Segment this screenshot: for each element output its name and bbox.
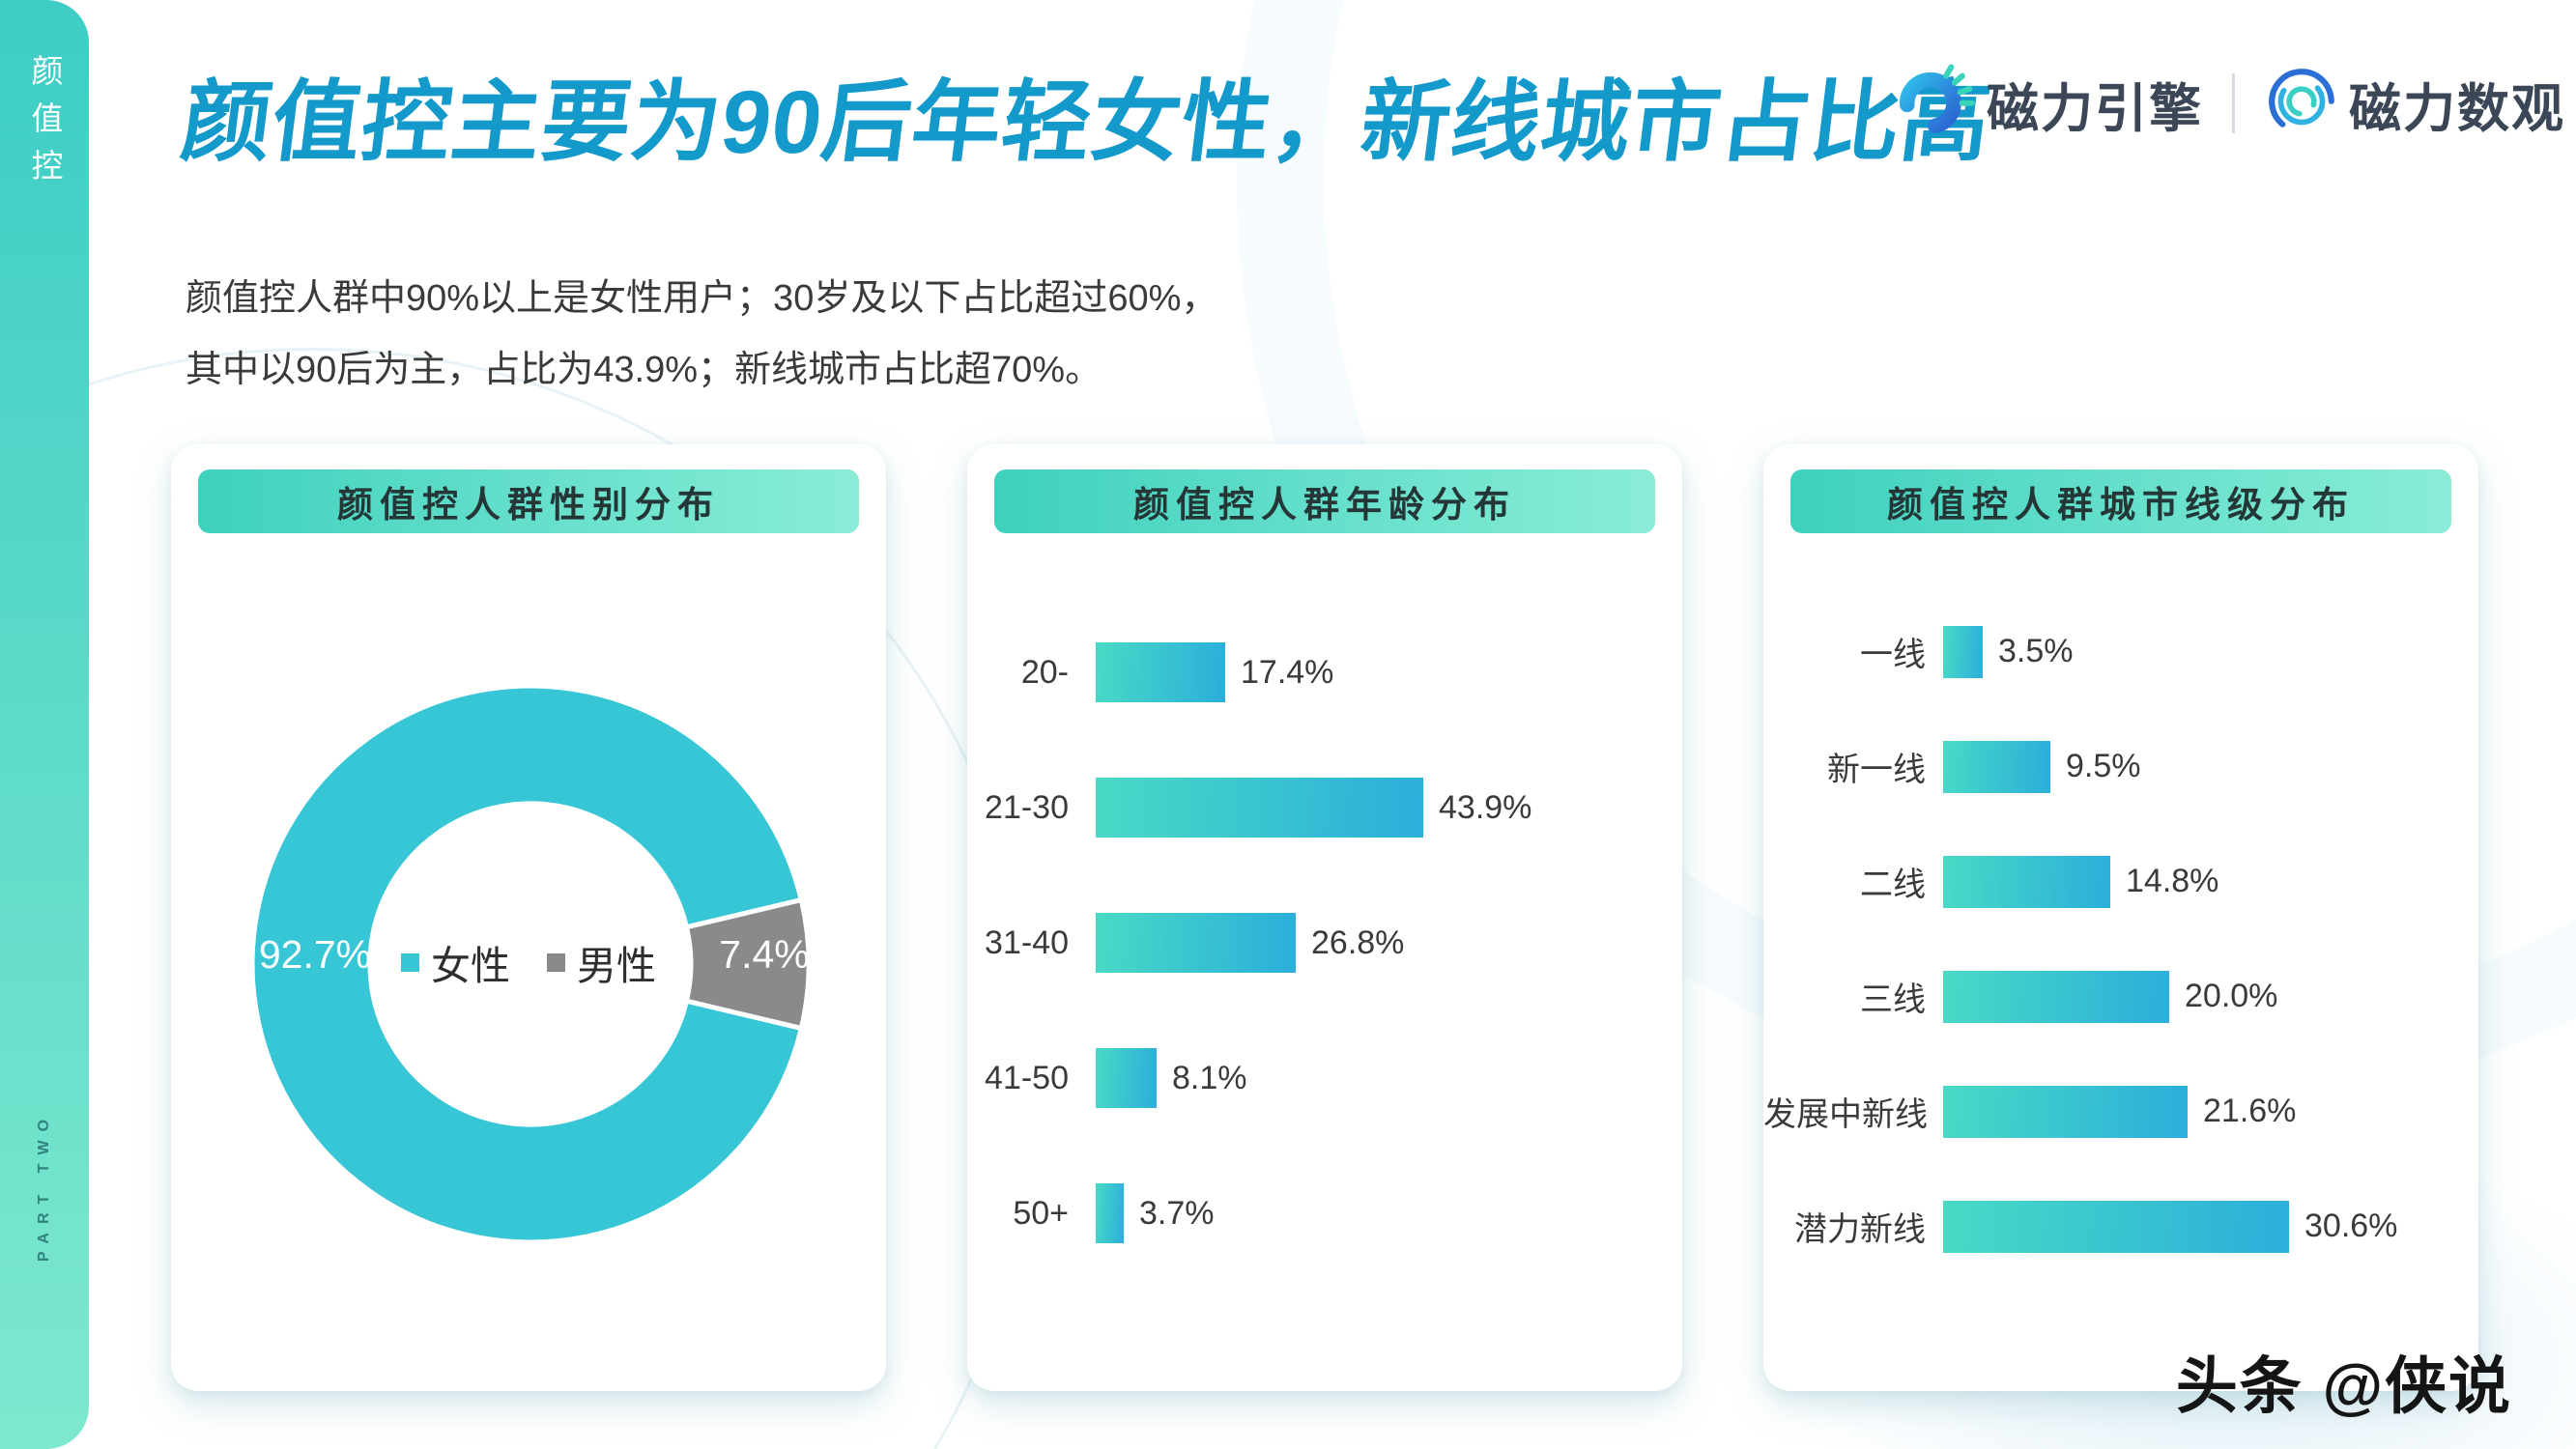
age-bar-chart: 20- 17.4% 21-30 43.9% 31-40 26.8% 41-50 8.1% 50+… [967, 605, 1682, 1281]
card-city-tier-distribution: 颜值控人群城市线级分布 一线 3.5% 新一线 9.5% 二线 14.8% 三线 20.0% 发… [1763, 444, 2478, 1391]
logo-cili-shuguan: 磁力数观 [2264, 64, 2565, 144]
legend-label-female: 女性 [431, 944, 510, 988]
donut-value-male: 7.4% [719, 932, 810, 977]
watermark-text: 头条 @侠说 [2175, 1351, 2512, 1421]
bar-category-label: 二线 [1860, 867, 1926, 903]
side-tab-title: 颜值控 [27, 54, 63, 196]
bar-value-label: 17.4% [1241, 653, 1334, 691]
bar [1943, 625, 1983, 678]
bar-row: 一线 3.5% [1763, 594, 2478, 709]
bar-row: 20- 17.4% [967, 605, 1682, 740]
bar-row: 二线 14.8% [1763, 824, 2478, 939]
bar [1943, 855, 2110, 908]
summary-line-1: 颜值控人群中90%以上是女性用户；30岁及以下占比超过60%， [186, 278, 1218, 319]
donut-svg [249, 683, 812, 1245]
bar-category-label: 41-50 [985, 1059, 1069, 1096]
summary-line-2: 其中以90后为主，占比为43.9%；新线城市占比超70%。 [186, 350, 1102, 390]
bar-category-label: 50+ [1013, 1194, 1069, 1232]
card-age-title: 颜值控人群年龄分布 [994, 469, 1655, 533]
bar-row: 21-30 43.9% [967, 740, 1682, 875]
bar-category-label: 31-40 [985, 923, 1069, 961]
bar [1943, 1085, 2188, 1138]
logo-divider [2232, 73, 2235, 133]
legend-label-male: 男性 [577, 944, 656, 988]
donut-slice-male [684, 897, 812, 1031]
card-city-title: 颜值控人群城市线级分布 [1790, 469, 2451, 533]
bar-row: 潜力新线 30.6% [1763, 1169, 2478, 1284]
donut-value-female: 92.7% [258, 932, 372, 977]
cili-engine-icon [1894, 60, 1977, 148]
bar-value-label: 8.1% [1172, 1059, 1247, 1096]
legend-swatch-female [401, 952, 419, 972]
logo-cili-engine: 磁力引擎 [1894, 60, 2203, 148]
bar-row: 50+ 3.7% [967, 1146, 1682, 1281]
bar-value-label: 21.6% [2203, 1093, 2297, 1129]
bar-value-label: 20.0% [2185, 978, 2278, 1014]
bar-value-label: 3.7% [1139, 1194, 1215, 1232]
bar [1943, 1200, 2289, 1253]
cili-shuguan-icon [2264, 64, 2339, 144]
charts-row: 颜值控人群性别分布 92.7% 7.4% 女性 男性 颜值控人群年龄分布 20-… [171, 444, 2478, 1391]
bar-value-label: 9.5% [2066, 748, 2141, 784]
bar [1943, 740, 2050, 793]
bar-category-label: 发展中新线 [1763, 1096, 1928, 1133]
donut-legend: 女性 男性 [171, 933, 886, 991]
donut-slice-female [249, 683, 804, 1245]
bar-category-label: 三线 [1860, 981, 1926, 1018]
legend-swatch-male [547, 952, 565, 972]
bar [1096, 778, 1423, 838]
bar-row: 41-50 8.1% [967, 1010, 1682, 1146]
bar [1096, 1048, 1157, 1108]
brand-logos: 磁力引擎 磁力数观 [1894, 60, 2565, 147]
summary-text: 颜值控人群中90%以上是女性用户；30岁及以下占比超过60%， 其中以90后为主… [186, 263, 1217, 406]
bar [1943, 970, 2169, 1023]
page-title: 颜值控主要为90后年轻女性，新线城市占比高 [176, 73, 1997, 172]
gender-donut-chart: 92.7% 7.4% 女性 男性 [171, 444, 886, 1391]
section-side-tab: 颜值控 PART TWO [0, 0, 89, 1449]
bar-row: 三线 20.0% [1763, 939, 2478, 1054]
logo-cili-shuguan-label: 磁力数观 [2349, 79, 2565, 138]
logo-cili-engine-label: 磁力引擎 [1987, 79, 2203, 138]
part-number-label: PART TWO [36, 1110, 52, 1263]
city-bar-chart: 一线 3.5% 新一线 9.5% 二线 14.8% 三线 20.0% 发展中新线 21.6% 潜力新… [1763, 594, 2478, 1284]
bar-row: 发展中新线 21.6% [1763, 1054, 2478, 1169]
bar-row: 新一线 9.5% [1763, 709, 2478, 824]
bar-value-label: 43.9% [1439, 788, 1532, 826]
bar-value-label: 14.8% [2126, 863, 2219, 899]
bar-row: 31-40 26.8% [967, 875, 1682, 1010]
bar-category-label: 新一线 [1827, 752, 1926, 788]
card-gender-distribution: 颜值控人群性别分布 92.7% 7.4% 女性 男性 [171, 444, 886, 1391]
bar [1096, 1183, 1124, 1243]
card-gender-title: 颜值控人群性别分布 [198, 469, 859, 533]
bar-category-label: 潜力新线 [1794, 1211, 1926, 1248]
card-age-distribution: 颜值控人群年龄分布 20- 17.4% 21-30 43.9% 31-40 26.8% 41… [967, 444, 1682, 1391]
bar-category-label: 21-30 [985, 788, 1069, 826]
bar-category-label: 20- [1020, 653, 1069, 691]
bar [1096, 642, 1225, 702]
bar-value-label: 30.6% [2304, 1208, 2398, 1244]
bar-value-label: 26.8% [1311, 923, 1405, 961]
bar-value-label: 3.5% [1998, 633, 2074, 669]
bar-category-label: 一线 [1860, 637, 1926, 673]
bar [1096, 913, 1296, 973]
